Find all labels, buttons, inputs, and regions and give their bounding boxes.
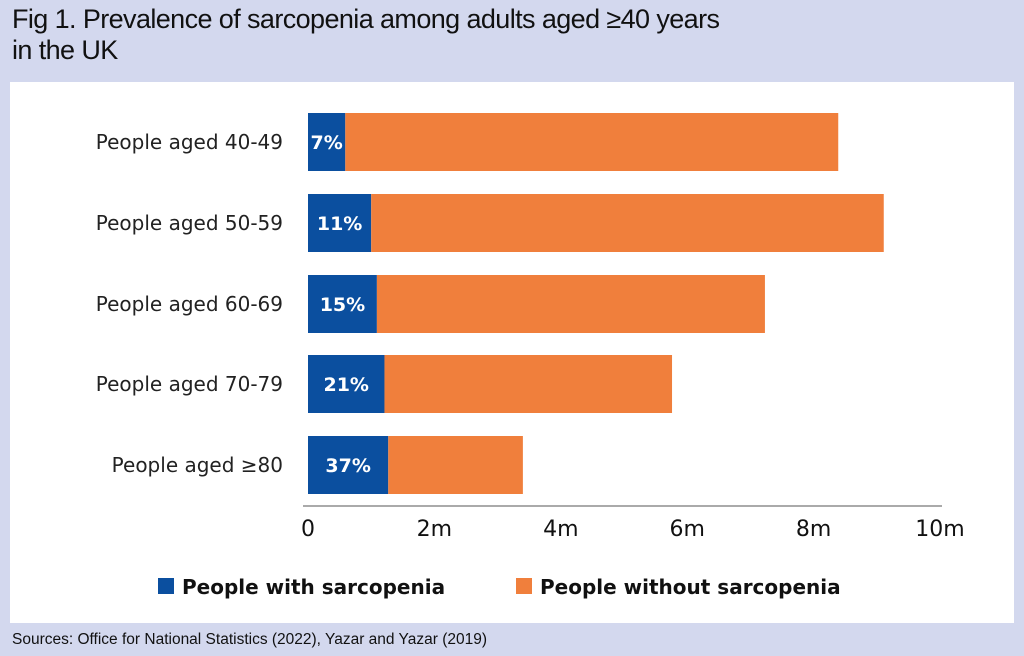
bar-without-sarcopenia bbox=[371, 194, 884, 252]
x-tick-label: 10m bbox=[915, 517, 964, 542]
category-label: People aged ≥80 bbox=[112, 453, 283, 477]
data-label: 11% bbox=[317, 213, 362, 235]
data-label: 15% bbox=[320, 294, 365, 316]
legend-swatch bbox=[158, 578, 174, 594]
bar-without-sarcopenia bbox=[345, 113, 839, 171]
x-tick-label: 8m bbox=[796, 517, 831, 542]
bar-with-sarcopenia bbox=[308, 355, 385, 413]
title-line-1: Fig 1. Prevalence of sarcopenia among ad… bbox=[12, 4, 720, 34]
data-label: 7% bbox=[311, 132, 343, 154]
x-tick-label: 4m bbox=[543, 517, 578, 542]
data-label: 37% bbox=[325, 455, 370, 477]
x-tick-label: 2m bbox=[417, 517, 452, 542]
data-label: 21% bbox=[323, 374, 368, 396]
category-label: People aged 70-79 bbox=[96, 372, 283, 396]
bar-with-sarcopenia bbox=[308, 113, 346, 171]
source-note: Sources: Office for National Statistics … bbox=[12, 631, 487, 648]
bar-without-sarcopenia bbox=[384, 355, 673, 413]
chart-title: Fig 1. Prevalence of sarcopenia among ad… bbox=[12, 4, 720, 66]
legend-label: People with sarcopenia bbox=[182, 575, 445, 599]
bar-with-sarcopenia bbox=[308, 194, 372, 252]
category-label: People aged 40-49 bbox=[96, 130, 283, 154]
category-label: People aged 50-59 bbox=[96, 211, 283, 235]
bar-with-sarcopenia bbox=[308, 436, 389, 494]
legend-swatch bbox=[516, 578, 532, 594]
legend-label: People without sarcopenia bbox=[540, 575, 841, 599]
x-tick-label: 0 bbox=[301, 517, 315, 542]
category-label: People aged 60-69 bbox=[96, 292, 283, 316]
title-line-2: in the UK bbox=[12, 35, 118, 65]
bar-with-sarcopenia bbox=[308, 275, 377, 333]
bar-without-sarcopenia bbox=[376, 275, 765, 333]
bar-without-sarcopenia bbox=[388, 436, 523, 494]
x-tick-label: 6m bbox=[669, 517, 704, 542]
chart-panel bbox=[10, 82, 1014, 623]
